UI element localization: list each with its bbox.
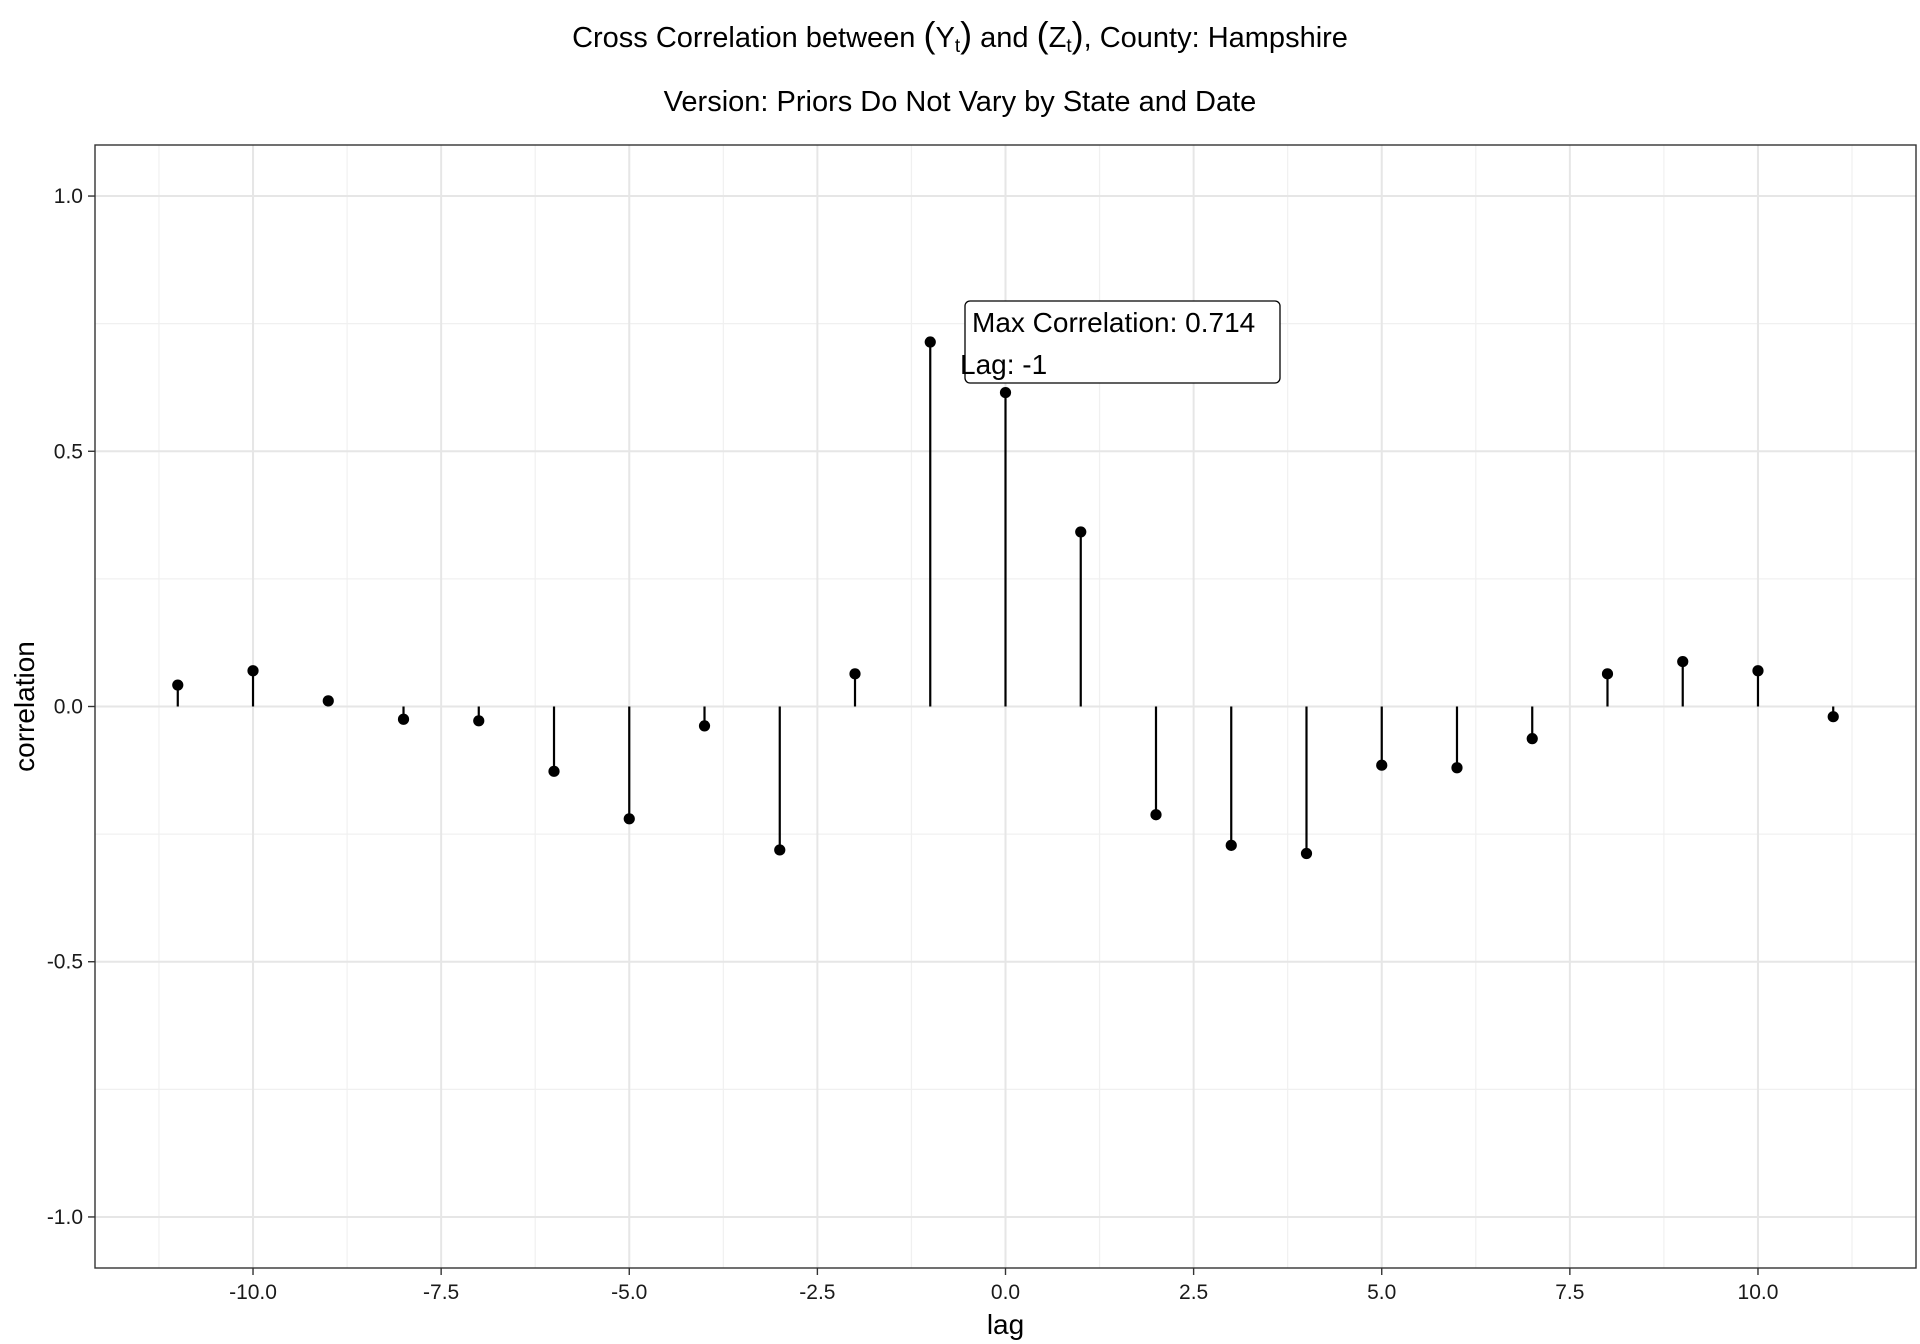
data-point (1150, 809, 1162, 821)
data-point (1526, 733, 1538, 745)
data-point (473, 715, 485, 727)
title-z-var: Z (1048, 22, 1067, 54)
x-tick-label: -5.0 (611, 1281, 647, 1304)
points (172, 336, 1839, 860)
data-point (1300, 847, 1313, 860)
title-suffix: , County: Hampshire (1083, 22, 1348, 54)
annotation-box (964, 300, 1281, 384)
title-prefix: Cross Correlation between (572, 22, 924, 54)
title-y-var: Y (935, 22, 955, 54)
data-point (623, 813, 635, 825)
y-tick-label: -1.0 (47, 1206, 83, 1229)
data-point (322, 695, 334, 707)
y-tick-label: -0.5 (47, 951, 83, 974)
data-point (397, 713, 410, 725)
data-point (1827, 711, 1839, 723)
x-axis-ticks: -10.0 -7.5 -5.0 -2.5 0.0 2.5 5.0 7.5 10.0 (229, 1268, 1778, 1304)
x-tick-label: -10.0 (229, 1281, 277, 1304)
data-point (1677, 655, 1689, 668)
x-axis-title: lag (987, 1309, 1024, 1340)
x-tick-label: 7.5 (1555, 1281, 1584, 1304)
x-tick-label: 10.0 (1738, 1281, 1779, 1304)
title-y-subscript: t (954, 36, 961, 57)
x-tick-label: 5.0 (1367, 1281, 1396, 1304)
data-point (172, 679, 184, 691)
y-tick-label: 0.5 (54, 440, 83, 463)
title-z-subscript: t (1066, 36, 1072, 57)
data-point (698, 720, 711, 732)
data-point (999, 386, 1012, 399)
y-tick-label: 0.0 (54, 696, 83, 719)
y-tick-label: 1.0 (54, 185, 83, 208)
data-point (849, 668, 861, 680)
data-point (1376, 759, 1388, 771)
data-point (774, 844, 786, 856)
x-tick-label: 0.0 (991, 1281, 1020, 1304)
title-and: and (972, 22, 1037, 54)
max-correlation-annotation: Max Correlation: 0.714 Lag: -1 (960, 300, 1281, 384)
data-point (1752, 665, 1764, 677)
data-point (548, 765, 560, 777)
chart-subtitle: Version: Priors Do Not Vary by State and… (663, 86, 1257, 118)
x-tick-label: 2.5 (1179, 1281, 1208, 1304)
data-point (924, 336, 936, 348)
y-axis-ticks: -1.0 -0.5 0.0 0.5 1.0 (47, 185, 95, 1229)
annotation-lag: Lag: -1 (960, 349, 1047, 380)
data-point (1225, 839, 1237, 851)
data-point (247, 665, 259, 677)
data-point (1075, 526, 1087, 538)
annotation-max-correlation: Max Correlation: 0.714 (972, 307, 1255, 338)
data-point (1451, 762, 1463, 774)
x-tick-label: -2.5 (799, 1281, 835, 1304)
data-point (1601, 668, 1614, 680)
x-tick-label: -7.5 (423, 1281, 459, 1304)
stems (176, 342, 1835, 854)
chart-title: Cross Correlation between (Yt) and (Zt),… (572, 14, 1348, 57)
y-axis-title: correlation (9, 641, 40, 772)
